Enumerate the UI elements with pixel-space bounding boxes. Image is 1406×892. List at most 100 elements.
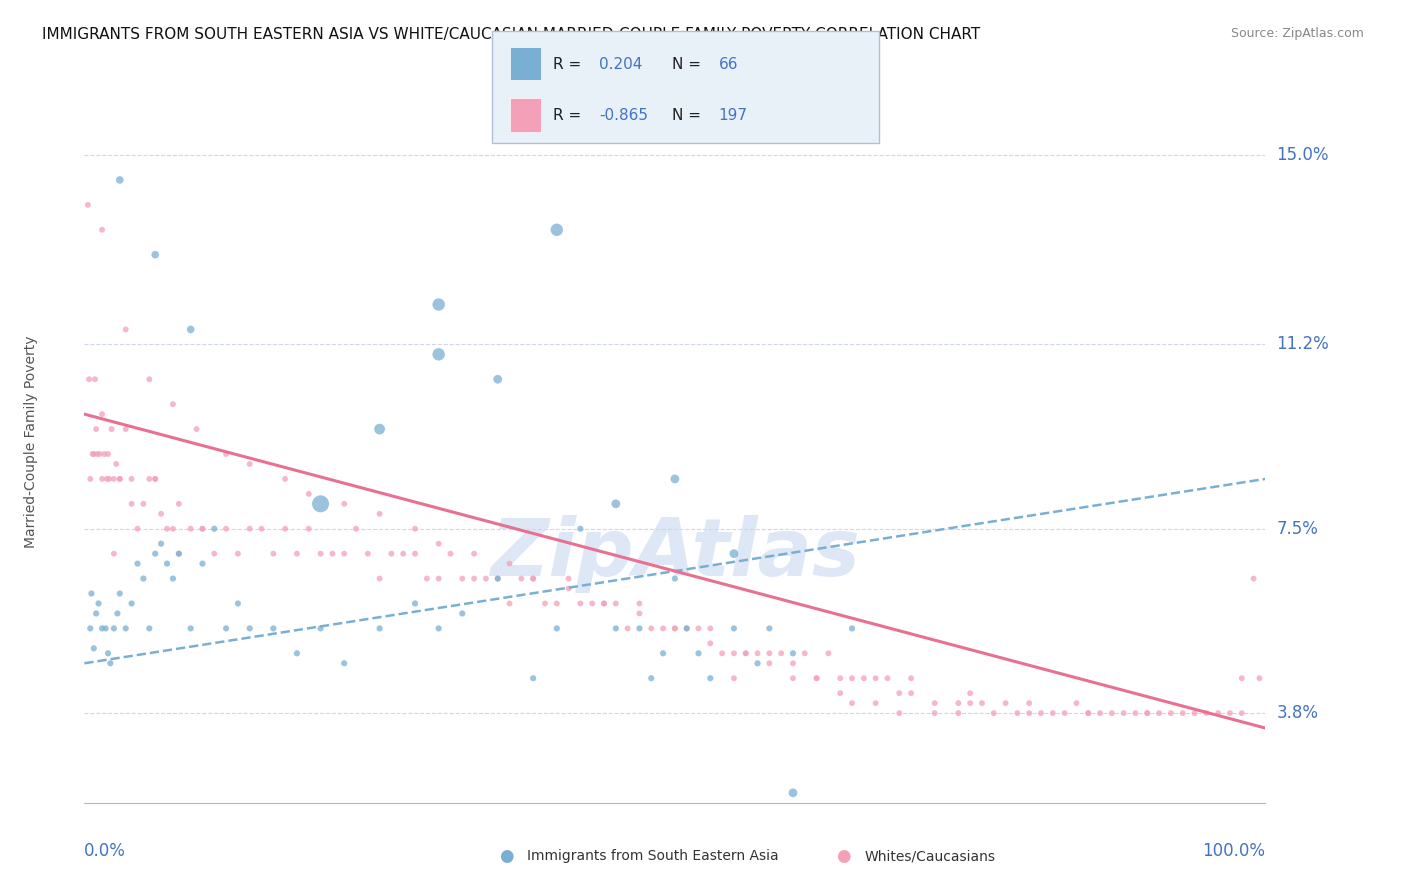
Point xyxy=(711,646,734,660)
Point xyxy=(121,597,143,611)
Point xyxy=(876,671,898,685)
Point xyxy=(569,597,592,611)
Point xyxy=(79,472,101,486)
Point xyxy=(392,547,415,561)
Point xyxy=(522,572,544,586)
Point xyxy=(1077,706,1099,720)
Point xyxy=(368,507,391,521)
Point xyxy=(309,621,332,635)
Point xyxy=(215,447,238,461)
Point xyxy=(806,671,828,685)
Point xyxy=(557,582,579,596)
Point xyxy=(628,597,651,611)
Point xyxy=(699,636,721,650)
Point xyxy=(98,472,121,486)
Point xyxy=(486,572,509,586)
Point xyxy=(132,497,155,511)
Point xyxy=(830,671,852,685)
Point xyxy=(239,522,262,536)
Text: 0.204: 0.204 xyxy=(599,57,643,72)
Point xyxy=(924,706,946,720)
Point xyxy=(298,522,321,536)
Point xyxy=(1206,706,1229,720)
Point xyxy=(94,621,117,635)
Point xyxy=(1219,706,1241,720)
Point xyxy=(1230,671,1253,685)
Point xyxy=(1018,696,1040,710)
Point xyxy=(150,507,173,521)
Text: ●: ● xyxy=(837,847,851,865)
Point xyxy=(274,472,297,486)
Point xyxy=(84,607,107,621)
Point xyxy=(226,597,249,611)
Point xyxy=(108,586,131,600)
Point xyxy=(357,547,380,561)
Point xyxy=(138,472,160,486)
Text: -0.865: -0.865 xyxy=(599,108,648,123)
Point xyxy=(215,522,238,536)
Point xyxy=(1243,572,1265,586)
Point xyxy=(191,522,214,536)
Point xyxy=(1101,706,1123,720)
Point xyxy=(156,557,179,571)
Point xyxy=(1136,706,1159,720)
Point xyxy=(605,621,627,635)
Point xyxy=(186,422,208,436)
Point xyxy=(86,447,108,461)
Point xyxy=(427,347,450,361)
Point xyxy=(723,547,745,561)
Point xyxy=(404,522,426,536)
Point xyxy=(534,597,557,611)
Text: Immigrants from South Eastern Asia: Immigrants from South Eastern Asia xyxy=(527,849,779,863)
Point xyxy=(498,557,520,571)
Point xyxy=(79,621,101,635)
Point xyxy=(103,547,125,561)
Point xyxy=(628,607,651,621)
Point xyxy=(948,706,970,720)
Point xyxy=(91,472,114,486)
Point xyxy=(747,657,769,671)
Point xyxy=(180,522,202,536)
Point xyxy=(557,572,579,586)
Text: ●: ● xyxy=(499,847,513,865)
Point xyxy=(723,621,745,635)
Point xyxy=(138,372,160,386)
Point xyxy=(758,646,780,660)
Point xyxy=(93,447,115,461)
Point xyxy=(865,696,887,710)
Point xyxy=(782,646,804,660)
Point xyxy=(97,447,120,461)
Point xyxy=(817,646,839,660)
Point xyxy=(699,671,721,685)
Point xyxy=(593,597,616,611)
Point xyxy=(191,557,214,571)
Point xyxy=(569,522,592,536)
Point xyxy=(298,487,321,501)
Point xyxy=(84,422,107,436)
Point xyxy=(806,671,828,685)
Point xyxy=(793,646,815,660)
Point xyxy=(522,572,544,586)
Point xyxy=(1088,706,1111,720)
Text: R =: R = xyxy=(553,108,586,123)
Text: ZipAtlas: ZipAtlas xyxy=(489,515,860,592)
Text: Whites/Caucasians: Whites/Caucasians xyxy=(865,849,995,863)
Point xyxy=(463,547,485,561)
Point xyxy=(1184,706,1206,720)
Point xyxy=(889,686,911,700)
Point xyxy=(959,686,981,700)
Point xyxy=(889,706,911,720)
Point xyxy=(77,372,100,386)
Point xyxy=(103,472,125,486)
Point xyxy=(215,621,238,635)
Point xyxy=(132,572,155,586)
Text: 11.2%: 11.2% xyxy=(1277,335,1329,353)
Point xyxy=(652,646,675,660)
Point xyxy=(285,547,308,561)
Point xyxy=(1125,706,1147,720)
Point xyxy=(664,572,686,586)
Point xyxy=(427,621,450,635)
Point xyxy=(498,597,520,611)
Text: N =: N = xyxy=(672,108,706,123)
Point xyxy=(262,621,284,635)
